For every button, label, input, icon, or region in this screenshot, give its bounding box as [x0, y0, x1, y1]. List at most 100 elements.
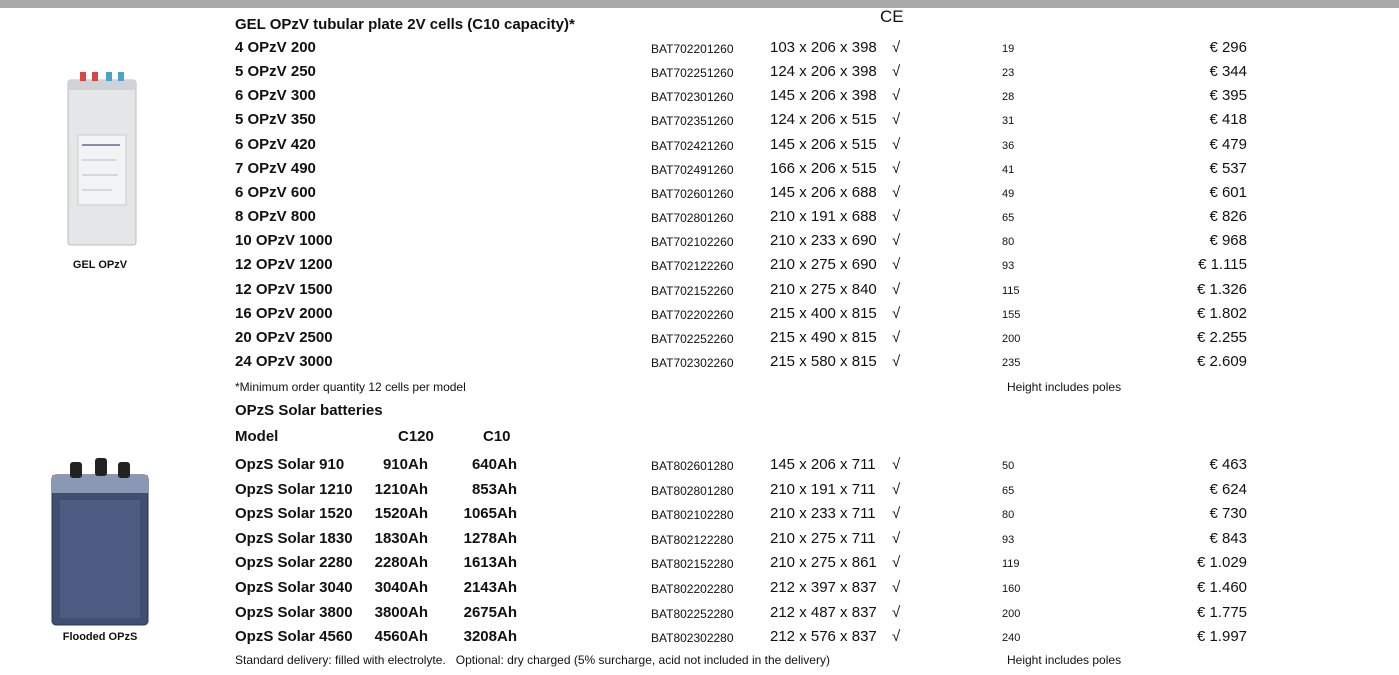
article-code: BAT802252280 [651, 606, 734, 621]
model: 24 OPzV 3000 [235, 352, 333, 370]
model: OpzS Solar 3040 [235, 579, 353, 596]
image-label: GEL OPzV [72, 259, 128, 271]
weight: 23 [1002, 67, 1015, 80]
model: 6 OPzV 600 [235, 183, 316, 201]
check: √ [892, 280, 901, 298]
capacity-c120: 3800Ah [374, 603, 428, 621]
check: √ [892, 208, 901, 226]
price: € 479 [1209, 135, 1247, 153]
dimensions: 124 x 206 x 515 [770, 111, 877, 129]
article-code: BAT802122280 [651, 532, 734, 547]
capacity-c10: 2675Ah [463, 603, 517, 621]
dimensions: 210 x 275 x 690 [770, 256, 877, 274]
model: 12 OPzV 1200 [235, 256, 333, 274]
article-code: BAT802601280 [651, 459, 734, 473]
weight: 93 [1002, 533, 1015, 546]
dimensions: 145 x 206 x 515 [770, 135, 877, 153]
weight: 93 [1002, 260, 1015, 273]
capacity-c10: 1065Ah [463, 505, 517, 523]
dimensions: 124 x 206 x 398 [770, 63, 877, 81]
dimensions: 210 x 275 x 861 [770, 554, 877, 572]
weight: 235 [1002, 356, 1021, 369]
model: 16 OPzV 2000 [235, 304, 333, 322]
weight: 119 [1002, 558, 1020, 571]
check: √ [892, 135, 901, 153]
article-code: BAT702201260 [651, 42, 734, 56]
capacity-c120: 4560Ah [374, 628, 428, 646]
price: € 1.115 [1198, 256, 1247, 274]
article-code: BAT702601260 [651, 186, 734, 201]
article-code: BAT702202260 [651, 307, 734, 322]
article-code: BAT702351260 [651, 114, 734, 129]
dimensions: 212 x 576 x 837 [770, 628, 877, 646]
dimensions: 212 x 397 x 837 [770, 579, 877, 596]
check: √ [892, 529, 901, 547]
model: OpzS Solar 910 [235, 456, 345, 473]
check: √ [892, 63, 901, 81]
column-header: Model [235, 428, 279, 445]
price: € 1.802 [1196, 304, 1247, 322]
dimensions: 210 x 191 x 711 [770, 480, 876, 498]
check: √ [892, 111, 901, 129]
price: € 344 [1209, 63, 1247, 81]
price: € 2.255 [1196, 328, 1247, 346]
footnote: *Minimum order quantity 12 cells per mod… [235, 380, 466, 394]
check: √ [892, 256, 901, 274]
weight: 50 [1002, 460, 1015, 472]
price: € 843 [1209, 529, 1247, 547]
price: € 1.997 [1196, 628, 1247, 646]
weight: 49 [1002, 187, 1015, 200]
article-code: BAT802102280 [651, 508, 734, 523]
capacity-c10: 1278Ah [463, 529, 517, 547]
dimensions: 215 x 580 x 815 [770, 352, 877, 370]
check: √ [892, 352, 901, 370]
check: √ [892, 39, 901, 56]
dimensions: 145 x 206 x 398 [770, 87, 877, 105]
price: € 395 [1209, 87, 1247, 105]
model: OpzS Solar 2280 [235, 554, 353, 572]
weight: 155 [1002, 308, 1021, 321]
price: € 418 [1209, 111, 1247, 129]
article-code: BAT702302260 [651, 355, 734, 370]
check: √ [892, 87, 901, 105]
weight: 115 [1002, 284, 1020, 297]
model: OpzS Solar 1210 [235, 480, 353, 498]
capacity-c10: 853Ah [471, 480, 517, 498]
price: € 968 [1209, 232, 1247, 250]
dimensions: 210 x 233 x 690 [770, 232, 877, 250]
weight: 200 [1002, 332, 1021, 345]
price: € 826 [1209, 208, 1247, 226]
price: € 296 [1209, 39, 1247, 56]
check: √ [892, 159, 901, 177]
model: 4 OPzV 200 [235, 39, 316, 56]
capacity-c10: 1613Ah [463, 554, 517, 572]
article-code: BAT802202280 [651, 582, 734, 596]
capacity-c120: 2280Ah [374, 554, 428, 572]
capacity-c120: 1830Ah [374, 529, 428, 547]
capacity-c120: 1210Ah [374, 480, 428, 498]
check: √ [892, 304, 901, 322]
price: € 601 [1209, 183, 1247, 201]
article-code: BAT802152280 [651, 557, 734, 572]
article-code: BAT702122260 [651, 259, 734, 274]
model: 8 OPzV 800 [235, 208, 316, 226]
check: √ [892, 456, 901, 473]
dimensions: 210 x 275 x 840 [770, 280, 877, 298]
weight: 31 [1002, 115, 1015, 128]
article-code: BAT802801280 [651, 483, 734, 498]
model: 10 OPzV 1000 [235, 232, 333, 250]
model: 6 OPzV 420 [235, 135, 316, 153]
price: € 624 [1209, 480, 1247, 498]
model: 6 OPzV 300 [235, 87, 316, 105]
article-code: BAT702801260 [651, 211, 734, 226]
footnote: Height includes poles [1007, 653, 1122, 667]
capacity-c10: 2143Ah [463, 579, 517, 596]
weight: 65 [1002, 484, 1015, 497]
price: € 730 [1209, 505, 1247, 523]
capacity-c10: 640Ah [471, 456, 517, 473]
ce-mark: CE [880, 7, 904, 26]
top-bar [0, 0, 1399, 8]
model: OpzS Solar 4560 [235, 628, 353, 646]
